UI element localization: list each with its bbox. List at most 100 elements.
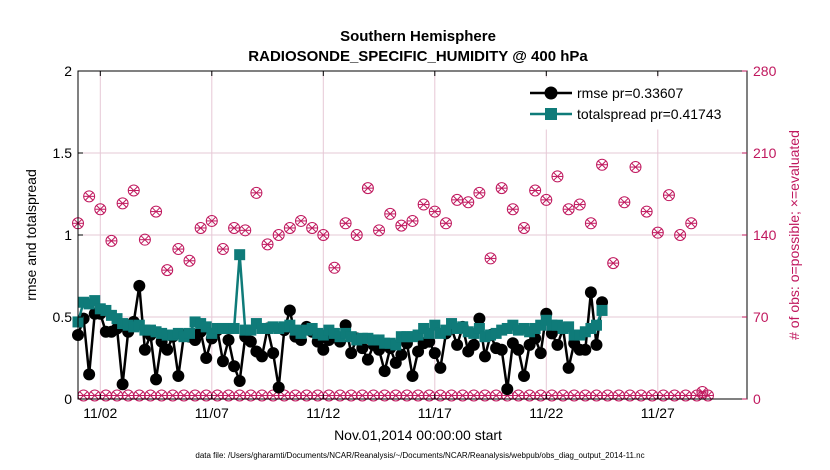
totalspread-point: [384, 337, 396, 349]
obs-possible-marker: [350, 229, 363, 241]
totalspread-point: [407, 331, 418, 343]
obs-possible-marker: [529, 184, 542, 197]
obs-possible-marker: [172, 243, 185, 256]
totalspread-point: [256, 322, 268, 334]
rmse-point: [345, 347, 358, 360]
y-right-tick-label: 140: [753, 227, 777, 243]
rmse-point: [216, 355, 229, 368]
obs-evaluated-marker: [630, 162, 641, 172]
obs-evaluated-marker: [368, 391, 379, 400]
footnote: data file: /Users/gharamti/Documents/NCA…: [195, 451, 644, 460]
totalspread-point: [195, 318, 207, 330]
obs-evaluated-marker: [451, 195, 463, 205]
totalspread-point: [78, 296, 90, 308]
totalspread-point: [189, 316, 201, 328]
obs-evaluated-marker: [362, 183, 374, 193]
obs-evaluated-marker: [474, 188, 485, 198]
rmse-point: [83, 368, 96, 381]
obs-evaluated-marker: [345, 391, 357, 400]
totalspread-point: [334, 331, 346, 343]
rmse-point: [133, 279, 146, 292]
totalspread-point: [301, 324, 313, 336]
totalspread-point: [345, 331, 357, 343]
totalspread-point: [317, 329, 329, 341]
x-tick-label: 11/12: [306, 405, 340, 421]
totalspread-point: [267, 321, 279, 333]
obs-evaluated-marker: [295, 216, 307, 226]
x-tick-label: 11/27: [641, 405, 675, 421]
obs-evaluated-marker: [435, 391, 446, 400]
totalspread-point: [284, 319, 296, 331]
obs-possible-marker: [439, 217, 452, 230]
y-axis-label: rmse and totalspread: [23, 169, 39, 301]
y-right-tick-label: 280: [753, 63, 777, 79]
rmse-point: [228, 360, 241, 373]
rmse-point: [551, 338, 564, 351]
obs-evaluated-marker: [117, 199, 128, 208]
totalspread-point: [585, 322, 597, 334]
obs-possible-marker: [428, 205, 441, 218]
rmse-point: [406, 370, 419, 383]
x-tick-label: 11/02: [83, 405, 117, 421]
obs-evaluated-marker: [178, 391, 190, 400]
obs-possible-marker: [484, 252, 497, 265]
rmse-point: [283, 304, 296, 317]
obs-possible-marker: [451, 193, 464, 206]
rmse-point: [244, 335, 257, 348]
obs-possible-marker: [283, 221, 296, 234]
totalspread-point: [150, 326, 162, 338]
totalspread-point: [557, 322, 569, 334]
obs-evaluated-marker: [240, 225, 251, 235]
rmse-point: [222, 333, 235, 346]
obs-evaluated-marker: [357, 391, 368, 400]
obs-possible-marker: [629, 161, 642, 174]
totalspread-point: [178, 331, 190, 343]
obs-evaluated-marker: [78, 391, 89, 400]
obs-evaluated-marker: [697, 387, 708, 397]
obs-evaluated-marker: [396, 221, 407, 230]
obs-possible-marker: [462, 196, 475, 209]
obs-evaluated-marker: [485, 254, 496, 263]
totalspread-point: [356, 332, 368, 344]
obs-possible-marker: [506, 203, 519, 216]
totalspread-point: [139, 324, 151, 336]
y-tick-label: 0: [64, 391, 72, 407]
obs-evaluated-marker: [602, 391, 613, 400]
rmse-point: [495, 343, 508, 356]
obs-evaluated-marker: [440, 218, 452, 228]
totalspread-point: [524, 326, 536, 338]
obs-evaluated-marker: [691, 391, 703, 400]
obs-possible-marker: [116, 197, 129, 210]
totalspread-point: [295, 327, 307, 339]
obs-evaluated-marker: [641, 207, 652, 216]
obs-evaluated-marker: [563, 204, 574, 214]
totalspread-point: [568, 329, 580, 341]
totalspread-point: [117, 318, 129, 330]
obs-evaluated-marker: [429, 207, 440, 216]
legend-rmse-marker: [544, 86, 558, 100]
axis-ticks: 11/02 11/07 11/12 11/17 11/22 11/27 0 0.5 1 1.5 2 0…: [53, 63, 777, 421]
rmse-point: [138, 343, 151, 356]
obs-evaluated-marker: [647, 391, 658, 400]
rmse-point: [584, 286, 597, 299]
totalspread-point: [89, 295, 101, 307]
rmse-point: [272, 381, 285, 394]
obs-possible-marker: [701, 389, 714, 402]
rmse-point: [317, 343, 330, 356]
rmse-point: [267, 347, 280, 360]
totalspread-point: [184, 327, 195, 339]
obs-evaluated-marker: [212, 391, 223, 400]
totalspread-point: [446, 318, 458, 330]
obs-possible-marker: [183, 254, 196, 267]
obs-evaluated-marker: [541, 195, 552, 205]
totalspread-point: [501, 322, 513, 334]
obs-evaluated-marker: [184, 256, 195, 266]
totalspread-point: [172, 327, 184, 339]
totalspread-point: [323, 324, 335, 336]
rmse-point: [255, 350, 268, 363]
obs-evaluated-marker: [591, 391, 602, 400]
obs-evaluated-marker: [574, 200, 585, 209]
obs-evaluated-marker: [217, 244, 229, 254]
totalspread-point: [83, 298, 95, 310]
legend-spread-label: totalspread pr=0.41743: [577, 106, 722, 122]
